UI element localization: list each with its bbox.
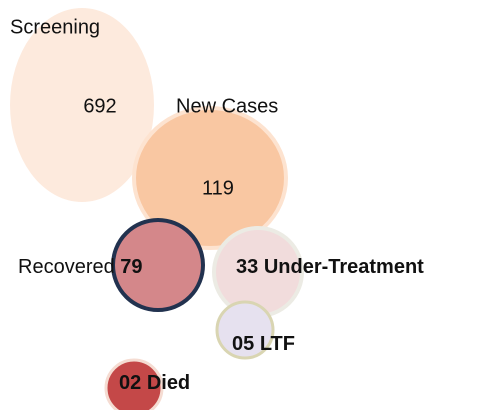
node-text: Recovered 79 — [18, 256, 143, 278]
screening-bubble — [10, 8, 154, 202]
recovered-bubble — [111, 218, 205, 312]
node-value: 05 — [232, 333, 254, 355]
node-value: 33 — [236, 256, 258, 278]
node-label: LTF — [260, 333, 295, 355]
node-text: 05 LTF — [232, 333, 295, 355]
node-value: 692 — [83, 95, 116, 117]
node-label: Died — [147, 372, 190, 394]
node-text: 33 Under-Treatment — [236, 256, 424, 278]
ltf-bubble — [215, 300, 275, 360]
node-text: 02 Died — [119, 372, 190, 394]
died-bubble — [104, 358, 164, 410]
node-value: 79 — [120, 256, 142, 278]
new-cases-bubble — [132, 106, 288, 250]
node-label: New Cases — [176, 95, 278, 117]
node-label: Under-Treatment — [264, 256, 424, 278]
node-label: Screening — [10, 16, 100, 38]
node-label: Recovered — [18, 256, 115, 278]
node-value: 119 — [202, 177, 234, 199]
node-value: 02 — [119, 372, 141, 394]
